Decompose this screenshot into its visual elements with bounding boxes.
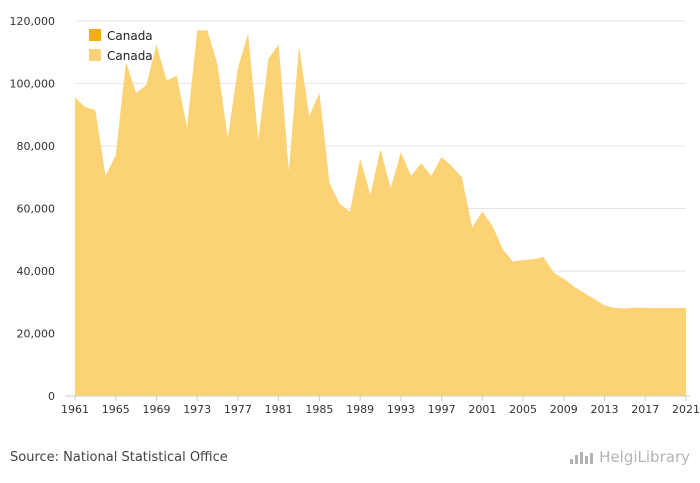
x-tick-label: 1985 bbox=[305, 403, 333, 416]
y-tick-label: 60,000 bbox=[17, 203, 56, 216]
x-tick-label: 2013 bbox=[591, 403, 619, 416]
series-area-layer bbox=[75, 30, 686, 396]
y-tick-label: 80,000 bbox=[17, 140, 56, 153]
y-tick-label: 20,000 bbox=[17, 328, 56, 341]
x-tick-label: 1973 bbox=[183, 403, 211, 416]
legend: Canada Canada bbox=[89, 29, 153, 63]
y-tick-label: 120,000 bbox=[10, 15, 56, 28]
x-tick-label: 1997 bbox=[428, 403, 456, 416]
x-tick-label: 1977 bbox=[224, 403, 252, 416]
helgi-logo-icon bbox=[569, 449, 595, 465]
area-chart: 1961 1965 1969 1973 1977 1981 1985 1989 1993 1997… bbox=[10, 15, 700, 416]
brand-logo[interactable]: HelgiLibrary bbox=[569, 448, 690, 466]
legend-label-2: Canada bbox=[107, 49, 153, 63]
x-tick-label: 2017 bbox=[631, 403, 659, 416]
x-tick-label: 1993 bbox=[387, 403, 415, 416]
x-tick-label: 1961 bbox=[61, 403, 89, 416]
x-tick-label: 2021 bbox=[672, 403, 700, 416]
x-axis: 1961 1965 1969 1973 1977 1981 1985 1989 1993 1997… bbox=[61, 395, 700, 416]
x-tick-label: 2001 bbox=[468, 403, 496, 416]
brand-name: HelgiLibrary bbox=[599, 448, 690, 466]
x-tick-label: 2005 bbox=[509, 403, 537, 416]
y-tick-label: 40,000 bbox=[17, 265, 56, 278]
legend-swatch-2 bbox=[89, 49, 101, 61]
x-tick-label: 1981 bbox=[265, 403, 293, 416]
legend-label-1: Canada bbox=[107, 29, 153, 43]
y-axis: 0 20,000 40,000 60,000 80,000 100,000 120,000 bbox=[10, 15, 56, 403]
x-tick-label: 1989 bbox=[346, 403, 374, 416]
x-tick-label: 2009 bbox=[550, 403, 578, 416]
x-tick-label: 1969 bbox=[142, 403, 170, 416]
x-tick-label: 1965 bbox=[102, 403, 130, 416]
source-label: Source: National Statistical Office bbox=[10, 450, 228, 465]
legend-swatch-1 bbox=[89, 29, 101, 41]
series-area bbox=[75, 30, 686, 396]
y-tick-label: 0 bbox=[48, 390, 55, 403]
y-tick-label: 100,000 bbox=[10, 78, 56, 91]
